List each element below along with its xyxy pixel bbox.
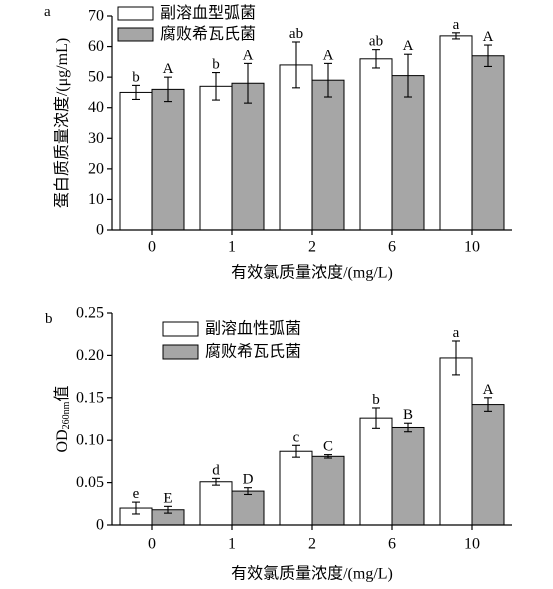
significance-letter: E bbox=[163, 490, 172, 506]
bar-1-0 bbox=[119, 91, 153, 231]
significance-letter: A bbox=[243, 47, 254, 63]
bar-1-10 bbox=[439, 357, 473, 526]
bar-1-6 bbox=[359, 58, 393, 231]
significance-letter: B bbox=[403, 407, 413, 423]
legend-swatch bbox=[117, 6, 154, 21]
y-tick-label: 0.25 bbox=[76, 305, 104, 322]
significance-letter: b bbox=[212, 57, 220, 73]
legend-label: 腐败希瓦氏菌 bbox=[205, 343, 301, 361]
x-tick-label: 1 bbox=[228, 239, 236, 256]
significance-letter: C bbox=[323, 439, 333, 455]
bar-1-1 bbox=[199, 481, 233, 526]
x-tick-label: 6 bbox=[388, 536, 396, 553]
significance-letter: A bbox=[323, 47, 334, 63]
significance-letter: b bbox=[372, 392, 380, 408]
legend-swatch bbox=[162, 321, 199, 337]
significance-letter: a bbox=[453, 17, 460, 33]
x-tick-label: 10 bbox=[464, 536, 480, 553]
panel-label: b bbox=[45, 311, 53, 327]
y-tick-label: 70 bbox=[88, 8, 104, 25]
y-tick-label: 20 bbox=[88, 160, 104, 177]
bar-1-10 bbox=[439, 35, 473, 231]
significance-letter: e bbox=[133, 486, 140, 502]
legend-item: 副溶血型弧菌 bbox=[117, 4, 256, 22]
bar-2-6 bbox=[391, 426, 425, 526]
bar-2-10 bbox=[471, 404, 505, 526]
significance-letter: ab bbox=[369, 34, 383, 50]
x-tick-label: 1 bbox=[228, 536, 236, 553]
bar-2-0 bbox=[151, 88, 185, 231]
x-tick-label: 0 bbox=[148, 239, 156, 256]
significance-letter: a bbox=[453, 325, 460, 341]
y-tick-label: 40 bbox=[88, 99, 104, 116]
series-2: E D C B A bbox=[151, 382, 505, 526]
x-tick-label: 6 bbox=[388, 239, 396, 256]
y-tick-label: 0.05 bbox=[76, 474, 104, 491]
y-axis-label-text: 蛋白质质量浓度/(μg/mL) bbox=[53, 38, 71, 208]
bar-1-2 bbox=[279, 64, 313, 231]
y-axis-label: 蛋白质质量浓度/(μg/mL) bbox=[53, 38, 71, 208]
y-tick-label: 10 bbox=[88, 191, 104, 208]
significance-letter: A bbox=[163, 61, 174, 77]
legend-swatch bbox=[117, 27, 154, 42]
bar-2-2 bbox=[311, 79, 345, 231]
chart-b: b e d c b a E D C B A 0 0.05 0.10 0.15 0.20 0.25 0 1 2 6 10 有效… bbox=[45, 305, 512, 583]
bar-2-1 bbox=[231, 82, 265, 231]
x-tick-label: 10 bbox=[464, 239, 480, 256]
significance-letter: A bbox=[483, 382, 494, 398]
significance-letter: ab bbox=[289, 26, 303, 42]
y-axis-label-subscript: 260nm bbox=[61, 401, 72, 429]
significance-letter: d bbox=[212, 462, 220, 478]
bar-1-6 bbox=[359, 417, 393, 526]
y-tick-label: 0.20 bbox=[76, 347, 104, 364]
x-axis-label: 有效氯质量浓度/(mg/L) bbox=[231, 264, 393, 282]
y-tick-label: 50 bbox=[88, 69, 104, 86]
significance-letter: D bbox=[243, 472, 254, 488]
series-2: A A A A A bbox=[151, 29, 505, 231]
bar-2-6 bbox=[391, 75, 425, 231]
x-tick-label: 2 bbox=[308, 239, 316, 256]
y-axis-label: OD260nm值 bbox=[53, 386, 72, 453]
bar-1-1 bbox=[199, 85, 233, 231]
y-tick-label: 30 bbox=[88, 130, 104, 147]
legend-swatch bbox=[162, 344, 199, 360]
legend-label: 腐败希瓦氏菌 bbox=[160, 25, 256, 43]
bar-2-10 bbox=[471, 55, 505, 231]
legend-label: 副溶血性弧菌 bbox=[205, 320, 301, 338]
y-axis-label-text: OD bbox=[54, 429, 71, 452]
y-axis-label-suffix: 值 bbox=[53, 386, 71, 402]
bar-1-2 bbox=[279, 450, 313, 526]
x-tick-label: 0 bbox=[148, 536, 156, 553]
significance-letter: b bbox=[132, 69, 140, 85]
y-tick-label: 0.15 bbox=[76, 389, 104, 406]
x-tick-label: 2 bbox=[308, 536, 316, 553]
legend-item: 腐败希瓦氏菌 bbox=[162, 343, 301, 361]
significance-letter: A bbox=[403, 38, 414, 54]
x-axis-label: 有效氯质量浓度/(mg/L) bbox=[231, 565, 393, 583]
y-tick-label: 0 bbox=[96, 517, 104, 534]
bar-2-1 bbox=[231, 490, 265, 526]
legend-item: 副溶血性弧菌 bbox=[162, 320, 301, 338]
legend-item: 腐败希瓦氏菌 bbox=[117, 25, 256, 43]
significance-letter: c bbox=[293, 429, 300, 445]
significance-letter: A bbox=[483, 29, 494, 45]
y-tick-label: 0.10 bbox=[76, 432, 104, 449]
panel-label: a bbox=[44, 4, 51, 20]
bar-2-2 bbox=[311, 455, 345, 526]
y-tick-label: 0 bbox=[96, 222, 104, 239]
legend-label: 副溶血型弧菌 bbox=[160, 4, 256, 22]
y-tick-label: 60 bbox=[88, 38, 104, 55]
